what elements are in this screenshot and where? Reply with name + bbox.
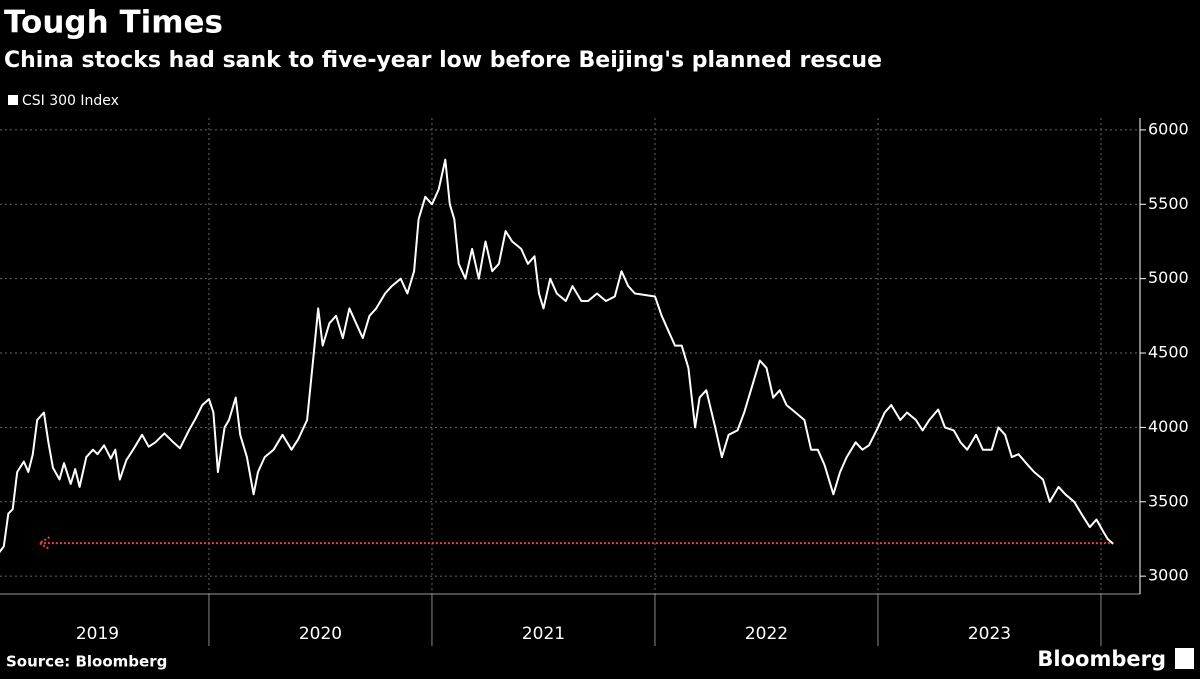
chart-title: Tough Times xyxy=(4,5,223,41)
x-tick-label: 2021 xyxy=(522,624,565,644)
y-tick-label: 3500 xyxy=(1148,491,1189,510)
x-tick-label: 2020 xyxy=(299,624,342,644)
legend-swatch xyxy=(8,95,18,105)
y-tick-label: 5000 xyxy=(1148,268,1189,287)
x-tick-label: 2022 xyxy=(745,624,788,644)
x-tick-label: 2019 xyxy=(76,624,119,644)
y-tick-label: 4500 xyxy=(1148,343,1189,362)
logo-icon xyxy=(1175,648,1194,669)
legend-label: CSI 300 Index xyxy=(22,93,119,109)
logo: Bloomberg xyxy=(1037,647,1166,671)
y-tick-label: 5500 xyxy=(1148,194,1189,213)
line-series xyxy=(0,158,1114,553)
source: Source: Bloomberg xyxy=(6,653,167,671)
x-tick-label: 2023 xyxy=(968,624,1011,644)
y-tick-label: 6000 xyxy=(1148,119,1189,138)
y-tick-label: 4000 xyxy=(1148,417,1189,436)
chart-subtitle: China stocks had sank to five-year low b… xyxy=(4,48,882,73)
y-tick-label: 3000 xyxy=(1148,566,1189,585)
